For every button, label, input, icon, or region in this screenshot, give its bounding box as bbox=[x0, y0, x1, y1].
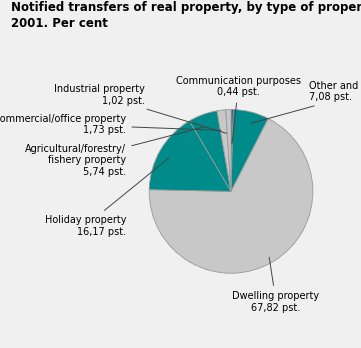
Wedge shape bbox=[231, 110, 233, 191]
Text: Other and not specified
7,08 pst.: Other and not specified 7,08 pst. bbox=[251, 81, 361, 123]
Wedge shape bbox=[226, 110, 231, 191]
Wedge shape bbox=[149, 121, 231, 191]
Text: Industrial property
1,02 pst.: Industrial property 1,02 pst. bbox=[54, 84, 227, 133]
Text: Communication purposes
0,44 pst.: Communication purposes 0,44 pst. bbox=[176, 76, 301, 144]
Wedge shape bbox=[217, 110, 231, 191]
Wedge shape bbox=[190, 111, 231, 191]
Text: Dwelling property
67,82 pst.: Dwelling property 67,82 pst. bbox=[232, 258, 319, 313]
Wedge shape bbox=[149, 119, 313, 273]
Text: Notified transfers of real property, by type of property.
2001. Per cent: Notified transfers of real property, by … bbox=[11, 1, 361, 31]
Text: Commercial/office property
1,73 pst.: Commercial/office property 1,73 pst. bbox=[0, 113, 221, 135]
Text: Holiday property
16,17 pst.: Holiday property 16,17 pst. bbox=[45, 158, 169, 237]
Text: Agricultural/forestry/
fishery property
5,74 pst.: Agricultural/forestry/ fishery property … bbox=[25, 127, 204, 177]
Wedge shape bbox=[231, 110, 268, 191]
